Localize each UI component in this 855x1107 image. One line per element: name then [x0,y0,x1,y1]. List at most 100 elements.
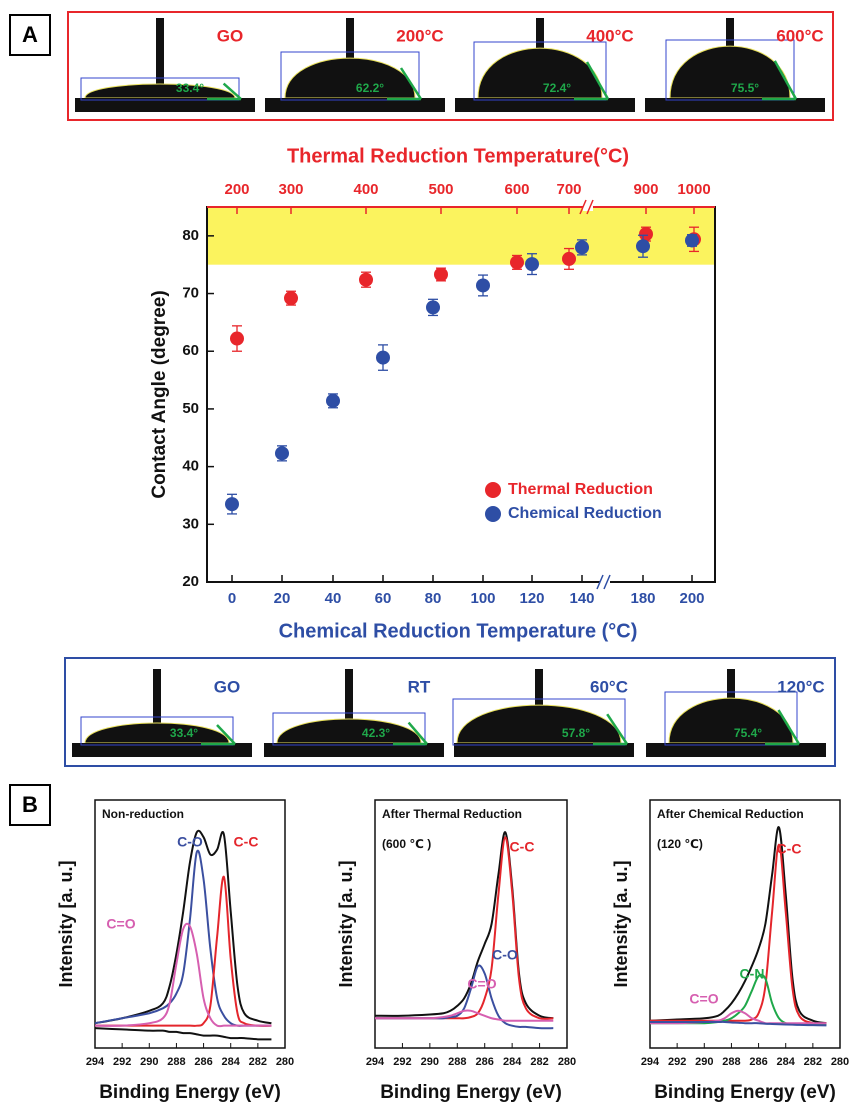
needle [726,18,734,48]
substrate [72,743,252,757]
data-point [230,331,244,346]
x-tick-label: 284 [222,1056,241,1068]
x-tick-label: 294 [641,1056,660,1068]
needle [535,669,543,707]
droplet [276,718,422,744]
x-tick-label: 180 [630,590,655,607]
x-axis-title: Binding Energy (eV) [380,1082,562,1103]
axis-break [603,574,611,590]
component-label: C=O [106,916,135,932]
component-label: C-C [234,834,259,850]
fit-box [665,39,795,101]
sample-label: GO [217,26,243,45]
data-point [685,233,699,248]
contact-angle: 42.3° [362,726,390,740]
x-axis-title: Binding Energy (eV) [654,1082,836,1103]
x2-axis-title: Thermal Reduction Temperature(°C) [287,145,629,167]
panel-label: A [22,22,38,47]
data-point [326,393,340,408]
fit-box [80,77,240,101]
sample-label: 120°C [777,677,824,696]
x-tick-label: 294 [366,1056,385,1068]
x-tick-label: 286 [749,1056,767,1068]
tangent-marker [585,61,610,100]
x-tick-label: 60 [375,590,392,607]
tangent-marker [407,721,428,745]
panel-title: After Thermal Reduction [382,807,522,821]
legend-marker [485,506,501,522]
y-tick-label: 20 [182,573,199,590]
sample-label: 200°C [396,26,443,45]
droplet [84,83,236,99]
y-axis-title: Contact Angle (degree) [149,290,170,498]
data-point [562,251,576,266]
substrate [265,98,445,112]
droplet [84,722,230,744]
x-tick-label: 292 [393,1056,411,1068]
x-tick-label: 200 [679,590,704,607]
x-tick-label: 280 [276,1056,294,1068]
data-point [225,497,239,512]
x2-tick-label: 400 [353,181,378,198]
spectrum-curve [94,922,272,1028]
panel-label-box [9,784,51,826]
y-tick-label: 80 [182,227,199,244]
contact-angle: 33.4° [170,726,198,740]
fit-box [272,712,426,746]
spectrum-curve [94,875,272,1027]
spectrum-curve [374,1009,554,1022]
panel-label-box [9,14,51,56]
needle [156,18,164,86]
tangent-marker [773,60,798,100]
x2-tick-label: 200 [224,181,249,198]
tangent-marker [222,82,242,100]
x-axis-title: Chemical Reduction Temperature (°C) [279,620,638,642]
x-axis-title: Binding Energy (eV) [99,1082,281,1103]
substrate [75,98,255,112]
sample-label: RT [408,677,431,696]
contact-angle: 62.2° [356,81,384,95]
data-point [376,350,390,365]
x-tick-label: 282 [249,1056,267,1068]
data-point [284,291,298,306]
spectrum-curve [94,829,272,1025]
fit-box [280,51,420,101]
x-tick-label: 282 [530,1056,548,1068]
x-tick-label: 280 [831,1056,849,1068]
contact-angle: 75.4° [734,726,762,740]
contact-angle: 75.5° [731,81,759,95]
contact-angle: 57.8° [562,726,590,740]
x2-tick-label: 900 [633,181,658,198]
data-point [359,272,373,287]
legend-label: Chemical Reduction [508,505,662,522]
x2-tick-label: 300 [278,181,303,198]
x-tick-label: 290 [695,1056,713,1068]
x-tick-label: 288 [167,1056,185,1068]
x-tick-label: 284 [503,1056,522,1068]
fit-box [80,716,234,746]
needle [346,18,354,60]
x-tick-label: 292 [113,1056,131,1068]
needle [153,669,161,725]
spectrum-curve [374,964,554,1030]
data-point [275,446,289,461]
sample-label: 600°C [776,26,823,45]
panel-label: B [22,792,38,817]
y-tick-label: 30 [182,515,199,532]
data-point [510,255,524,270]
data-point [525,257,539,272]
y-axis-title: Intensity [a. u.] [336,860,356,987]
data-point [636,239,650,254]
sample-label: 60°C [590,677,628,696]
x-tick-label: 292 [668,1056,686,1068]
tangent-marker [216,724,236,745]
legend-marker [485,482,501,498]
x-tick-label: 100 [470,590,495,607]
substrate [646,743,826,757]
data-point [639,227,653,242]
x2-tick-label: 600 [504,181,529,198]
needle [727,669,735,700]
substrate [455,98,635,112]
y-axis-title: Intensity [a. u.] [56,860,76,987]
